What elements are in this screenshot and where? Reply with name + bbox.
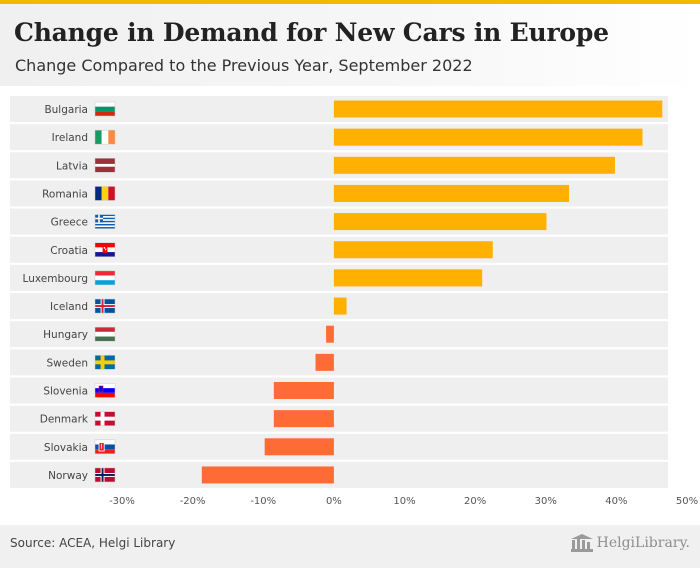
category-label-slovakia: Slovakia: [44, 442, 88, 454]
brand-logo: HelgiLibrary.: [570, 533, 690, 553]
x-tick-label: -10%: [250, 496, 276, 507]
category-label-latvia: Latvia: [56, 160, 88, 172]
bar-denmark: [273, 410, 334, 428]
bar-sweden: [315, 353, 334, 371]
iceland-flag-icon: [94, 298, 116, 314]
category-label-luxembourg: Luxembourg: [23, 273, 88, 285]
x-tick-label: 10%: [393, 496, 415, 507]
chart-header: Change in Demand for New Cars in Europe …: [0, 4, 700, 86]
category-label-ireland: Ireland: [52, 132, 88, 144]
romania-flag-icon: [94, 186, 116, 201]
category-label-hungary: Hungary: [43, 329, 88, 341]
row-band-slovakia: [10, 433, 668, 460]
bar-romania: [333, 184, 570, 202]
top-accent-rule: [0, 0, 700, 4]
row-band-denmark: [10, 405, 668, 432]
row-band-slovenia: [10, 377, 668, 404]
x-tick-label: -30%: [109, 496, 135, 507]
bar-luxembourg: [333, 269, 483, 287]
croatia-flag-icon: [94, 242, 116, 257]
category-label-iceland: Iceland: [50, 301, 88, 313]
bar-chart: Bulgaria Ireland Latvia Romania Greece Croati…: [10, 96, 698, 507]
category-label-croatia: Croatia: [50, 245, 88, 257]
row-band-sweden: [10, 349, 668, 376]
page-subtitle: Change Compared to the Previous Year, Se…: [15, 56, 473, 75]
x-tick-label: 40%: [605, 496, 627, 507]
category-label-slovenia: Slovenia: [43, 386, 88, 398]
chart-footer: Source: ACEA, Helgi Library HelgiLibrary…: [0, 525, 700, 568]
category-label-norway: Norway: [48, 470, 88, 482]
brand-name: HelgiLibrary.: [596, 535, 690, 551]
x-tick-label: 30%: [535, 496, 557, 507]
bar-norway: [201, 466, 334, 484]
bar-ireland: [333, 128, 643, 146]
norway-flag-icon: [94, 467, 116, 483]
page-title: Change in Demand for New Cars in Europe: [14, 18, 609, 47]
sweden-flag-icon: [94, 355, 116, 370]
bar-slovenia: [273, 382, 334, 399]
row-band-norway: [10, 461, 668, 488]
x-tick-label: 50%: [676, 496, 698, 507]
bar-greece: [333, 213, 547, 231]
x-tick-label: 20%: [464, 496, 486, 507]
bar-iceland: [333, 297, 347, 315]
x-tick-label: 0%: [326, 496, 342, 507]
slovenia-flag-icon: [94, 383, 116, 398]
bar-latvia: [333, 156, 615, 174]
greece-flag-icon: [94, 214, 116, 229]
hungary-flag-icon: [94, 326, 116, 342]
luxembourg-flag-icon: [94, 270, 116, 286]
denmark-flag-icon: [94, 411, 116, 426]
ireland-flag-icon: [94, 129, 116, 145]
bulgaria-flag-icon: [94, 101, 116, 117]
category-label-bulgaria: Bulgaria: [44, 104, 88, 116]
category-label-denmark: Denmark: [40, 414, 89, 426]
category-label-sweden: Sweden: [47, 357, 89, 369]
x-tick-label: -20%: [180, 496, 206, 507]
library-columns-icon: [570, 534, 593, 552]
source-note: Source: ACEA, Helgi Library: [10, 536, 176, 550]
latvia-flag-icon: [94, 158, 116, 173]
bar-slovakia: [264, 438, 334, 456]
category-label-romania: Romania: [42, 188, 88, 200]
row-band-hungary: [10, 321, 668, 348]
slovakia-flag-icon: [94, 439, 116, 455]
bar-hungary: [326, 325, 334, 343]
category-label-greece: Greece: [51, 217, 88, 229]
bar-bulgaria: [333, 100, 663, 118]
bar-croatia: [333, 241, 493, 259]
